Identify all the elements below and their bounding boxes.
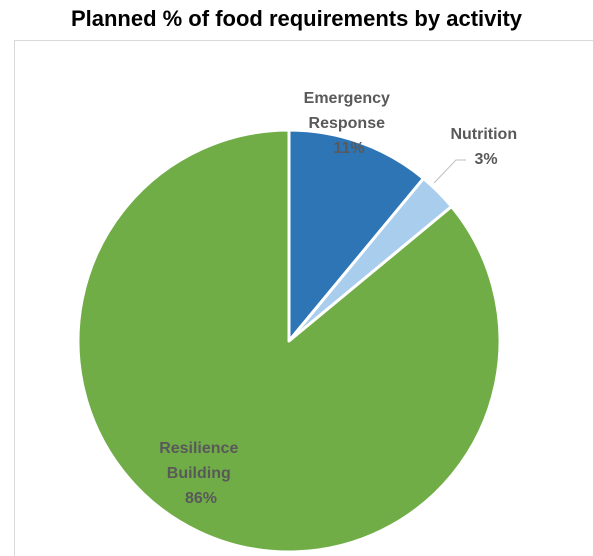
slice-label-emergency-line1: Emergency xyxy=(304,90,390,107)
leader-line-nutrition xyxy=(433,159,466,184)
slice-label-emergency-response: Emergency Response 11% xyxy=(304,90,395,157)
chart-area xyxy=(14,40,593,556)
slice-label-nutrition: Nutrition 3% xyxy=(450,126,521,168)
slice-emergency-response xyxy=(287,128,425,343)
pie-slices xyxy=(76,128,502,554)
slice-value-nutrition: 3% xyxy=(474,151,497,168)
slice-label-resilience-line2: Building xyxy=(167,465,231,482)
slice-label-nutrition-line1: Nutrition xyxy=(450,126,517,143)
slice-label-resilience-building: Resilience Building 86% xyxy=(159,440,243,507)
slice-label-emergency-line2: Response xyxy=(309,115,386,132)
leader-lines xyxy=(433,159,466,184)
slice-label-resilience-line1: Resilience xyxy=(159,440,238,457)
chart-title: Planned % of food requirements by activi… xyxy=(70,6,523,31)
slice-value-emergency-response: 11% xyxy=(333,140,364,157)
slice-value-resilience-building: 86% xyxy=(185,490,217,507)
slice-resilience-building xyxy=(76,128,502,554)
